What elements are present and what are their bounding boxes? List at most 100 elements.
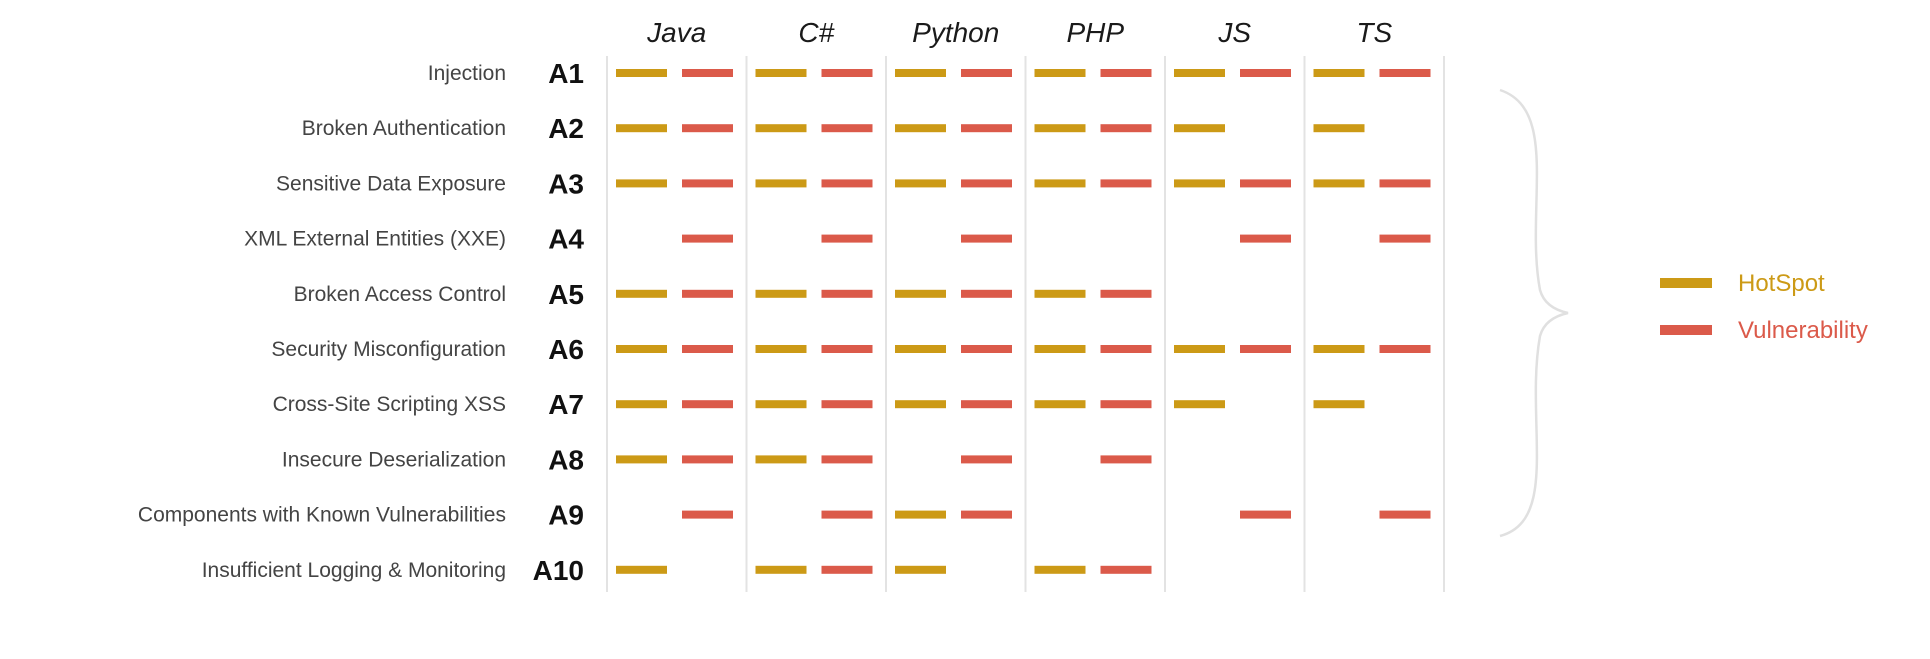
hotspot-mark <box>1034 565 1086 574</box>
vulnerability-mark <box>821 179 873 188</box>
vulnerability-mark <box>682 289 733 298</box>
vulnerability-mark <box>961 234 1012 243</box>
column-headers: Java C# Python PHP JS TS <box>646 17 1392 48</box>
hotspot-mark <box>1174 69 1225 77</box>
row-label-a7: Cross-Site Scripting XSS <box>273 393 506 416</box>
row-labels: Injection A1 Broken Authentication A2 Sensit… <box>138 58 585 586</box>
vulnerability-mark <box>1379 510 1431 519</box>
vulnerability-mark <box>821 234 873 243</box>
hotspot-mark <box>1313 124 1365 133</box>
column-header-php: PHP <box>1066 17 1124 48</box>
hotspot-mark <box>755 400 807 409</box>
row-label-a4: XML External Entities (XXE) <box>244 228 506 251</box>
hotspot-mark <box>1174 179 1225 188</box>
hotspot-mark <box>616 69 667 77</box>
vulnerability-mark <box>961 124 1012 133</box>
hotspot-mark <box>1313 345 1365 353</box>
hotspot-mark <box>616 455 667 464</box>
vulnerability-mark <box>1379 345 1431 353</box>
hotspot-mark <box>895 124 946 133</box>
vulnerability-mark <box>1379 69 1431 77</box>
vulnerability-mark <box>821 510 873 519</box>
chart-marks <box>616 69 1431 574</box>
legend-swatch-hotspot <box>1660 278 1712 288</box>
row-code-a8: A8 <box>548 444 584 475</box>
vulnerability-mark <box>1240 234 1291 243</box>
row-label-a10: Insufficient Logging & Monitoring <box>202 559 506 582</box>
row-label-a1: Injection <box>428 62 506 85</box>
column-grid <box>606 56 1445 592</box>
hotspot-mark <box>616 345 667 353</box>
hotspot-mark <box>895 510 946 519</box>
column-header-python: Python <box>912 17 999 48</box>
vulnerability-mark <box>682 69 733 77</box>
hotspot-mark <box>1174 345 1225 353</box>
hotspot-mark <box>1313 400 1365 409</box>
vulnerability-mark <box>821 565 873 574</box>
hotspot-mark <box>895 289 946 298</box>
hotspot-mark <box>1034 289 1086 298</box>
vulnerability-mark <box>1240 69 1291 77</box>
vulnerability-mark <box>1100 69 1152 77</box>
hotspot-mark <box>616 565 667 574</box>
hotspot-mark <box>1034 345 1086 353</box>
hotspot-mark <box>895 400 946 409</box>
row-code-a1: A1 <box>548 58 584 89</box>
vulnerability-mark <box>1379 234 1431 243</box>
hotspot-mark <box>755 289 807 298</box>
hotspot-mark <box>1313 179 1365 188</box>
vulnerability-mark <box>1240 345 1291 353</box>
hotspot-mark <box>1174 400 1225 409</box>
hotspot-mark <box>1034 179 1086 188</box>
hotspot-mark <box>895 69 946 77</box>
hotspot-mark <box>755 124 807 133</box>
hotspot-mark <box>755 565 807 574</box>
vulnerability-mark <box>1100 345 1152 353</box>
vulnerability-mark <box>821 69 873 77</box>
hotspot-mark <box>895 565 946 574</box>
column-header-js: JS <box>1217 17 1251 48</box>
column-header-ts: TS <box>1356 17 1392 48</box>
vulnerability-mark <box>1100 179 1152 188</box>
vulnerability-mark <box>961 400 1012 409</box>
hotspot-mark <box>755 179 807 188</box>
vulnerability-mark <box>821 289 873 298</box>
hotspot-mark <box>616 179 667 188</box>
row-label-a8: Insecure Deserialization <box>282 448 506 471</box>
hotspot-mark <box>616 124 667 133</box>
row-code-a3: A3 <box>548 168 584 199</box>
hotspot-mark <box>755 345 807 353</box>
hotspot-mark <box>1174 124 1225 133</box>
vulnerability-mark <box>1100 455 1152 464</box>
vulnerability-mark <box>1379 179 1431 188</box>
vulnerability-mark <box>682 345 733 353</box>
legend-label-vulnerability: Vulnerability <box>1738 317 1868 344</box>
row-label-a9: Components with Known Vulnerabilities <box>138 504 506 527</box>
hotspot-mark <box>1034 124 1086 133</box>
vulnerability-mark <box>821 124 873 133</box>
legend-swatch-vulnerability <box>1660 325 1712 335</box>
row-code-a7: A7 <box>548 389 584 420</box>
hotspot-mark <box>1313 69 1365 77</box>
legend-brace <box>1499 88 1569 538</box>
column-header-c-: C# <box>798 17 834 48</box>
vulnerability-mark <box>1240 510 1291 519</box>
vulnerability-mark <box>1100 400 1152 409</box>
vulnerability-mark <box>682 455 733 464</box>
hotspot-mark <box>895 179 946 188</box>
row-label-a5: Broken Access Control <box>294 283 506 306</box>
hotspot-mark <box>895 345 946 353</box>
hotspot-mark <box>755 69 807 77</box>
vulnerability-mark <box>821 345 873 353</box>
vulnerability-mark <box>682 234 733 243</box>
row-code-a6: A6 <box>548 334 584 365</box>
vulnerability-mark <box>961 69 1012 77</box>
row-code-a5: A5 <box>548 279 584 310</box>
hotspot-mark <box>1034 69 1086 77</box>
vulnerability-mark <box>1240 179 1291 188</box>
vulnerability-mark <box>682 179 733 188</box>
row-code-a2: A2 <box>548 113 584 144</box>
row-code-a4: A4 <box>548 224 584 255</box>
row-label-a3: Sensitive Data Exposure <box>276 172 506 195</box>
